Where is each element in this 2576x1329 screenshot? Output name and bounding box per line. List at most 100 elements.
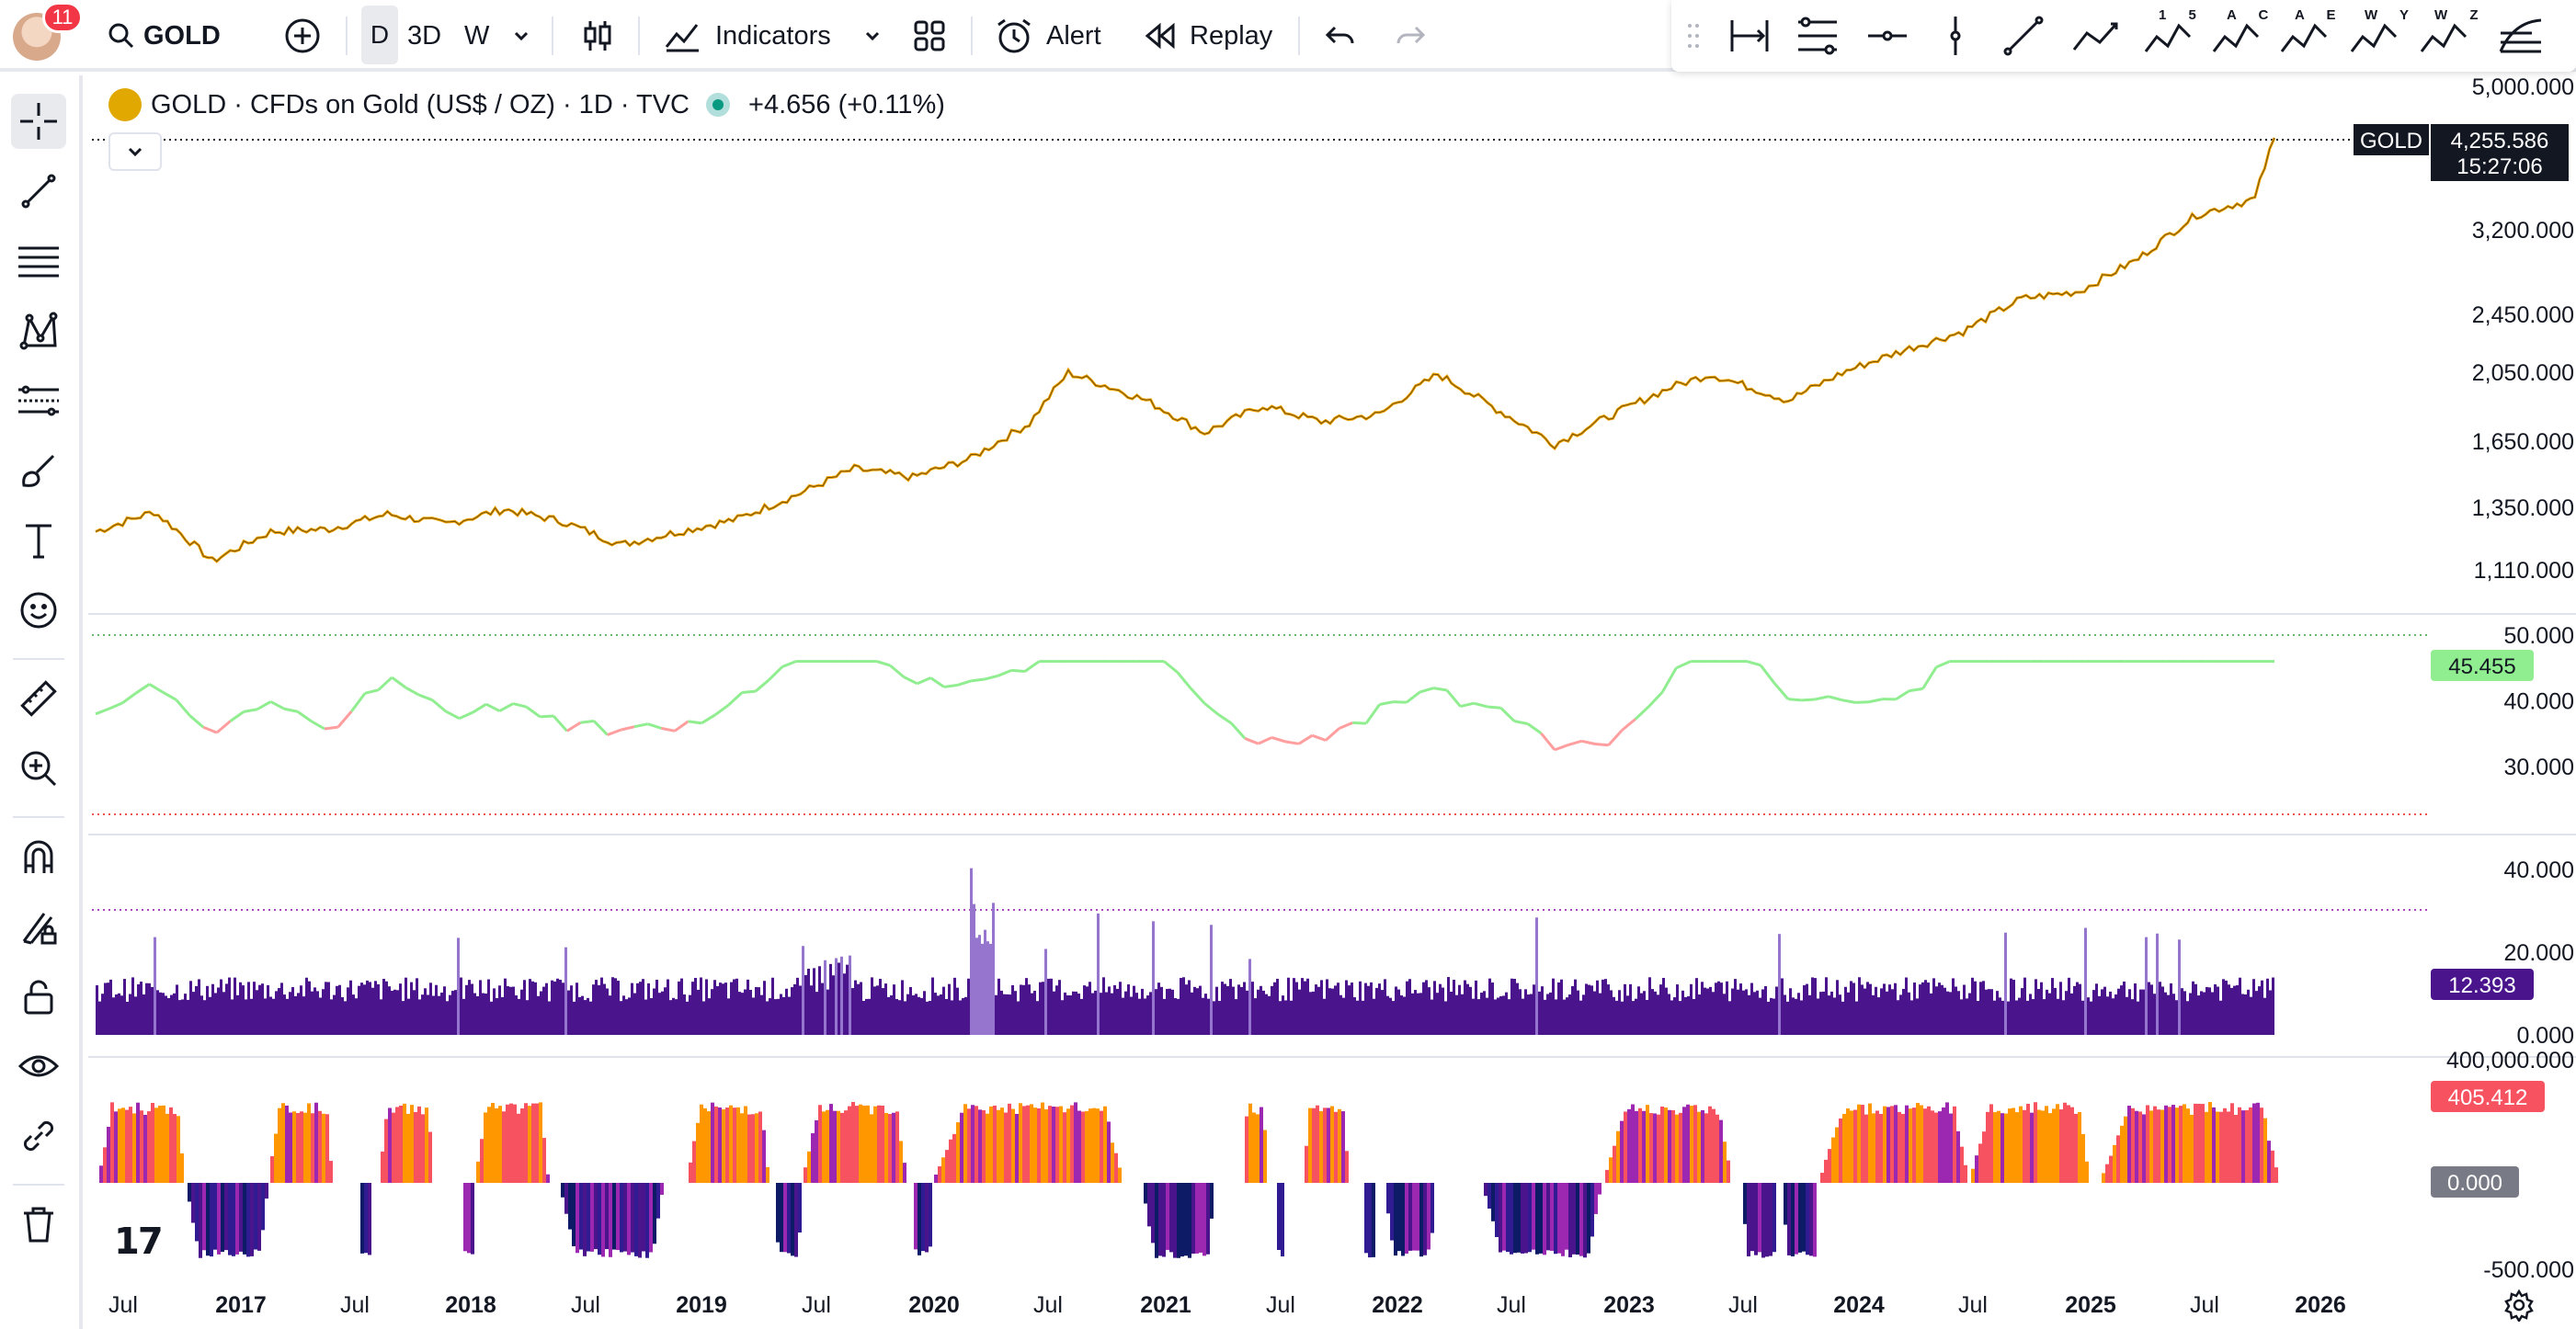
interval-w-button[interactable]: W <box>464 20 490 51</box>
horizontal-ray-icon[interactable] <box>1864 13 1910 59</box>
volatility-bar <box>1985 989 1988 1035</box>
time-axis-month-label: Jul <box>1266 1292 1295 1318</box>
channel-tool[interactable] <box>11 233 66 289</box>
pattern-tool[interactable] <box>11 303 66 358</box>
remove-drawings[interactable] <box>11 1197 66 1252</box>
layouts-button[interactable] <box>912 0 947 72</box>
volatility-bar <box>1091 993 1094 1035</box>
sync-drawings[interactable] <box>11 1108 66 1164</box>
alert-button[interactable]: Alert <box>995 0 1101 72</box>
fib-tool[interactable] <box>11 373 66 428</box>
oscillator-bar <box>620 1183 623 1253</box>
vertical-line-icon[interactable] <box>1932 13 1978 59</box>
oscillator-bar <box>899 1141 903 1183</box>
series-legend[interactable]: GOLD · CFDs on Gold (US$ / OZ) · 1D · TV… <box>108 88 945 121</box>
lock-drawings[interactable] <box>11 969 66 1024</box>
interval-dropdown[interactable] <box>511 0 531 72</box>
volatility-bar <box>738 992 741 1035</box>
abcde-pattern-icon[interactable] <box>2278 13 2330 59</box>
crosshair-icon <box>20 103 57 140</box>
undo-icon <box>1325 26 1354 44</box>
rsi-value-label: 45.455 <box>2448 654 2515 679</box>
market-status-icon[interactable] <box>706 93 731 117</box>
volatility-bar <box>1304 981 1306 1035</box>
oscillator-bar <box>1323 1108 1327 1183</box>
volatility-bar <box>2032 999 2035 1035</box>
crosshair-tool[interactable] <box>11 94 66 149</box>
oscillator-bar <box>1675 1114 1679 1183</box>
oscillator-bar <box>2000 1113 2004 1183</box>
volatility-bar <box>791 987 793 1035</box>
volatility-bar <box>1963 984 1966 1035</box>
brush-tool[interactable] <box>11 443 66 498</box>
oscillator-bar <box>1679 1112 1682 1183</box>
volatility-bar <box>109 979 112 1035</box>
oscillator-bar <box>502 1111 506 1183</box>
volatility-bar <box>873 986 876 1035</box>
compare-add-button[interactable] <box>283 0 322 72</box>
hide-drawings[interactable] <box>11 1039 66 1094</box>
volatility-bar <box>1163 998 1166 1035</box>
indicators-button[interactable]: Indicators <box>664 0 831 72</box>
volatility-bar <box>1138 998 1141 1035</box>
volatility-bar <box>2007 1001 2010 1035</box>
oscillator-bar <box>1100 1110 1103 1183</box>
volatility-bar <box>484 994 487 1035</box>
pitchfork-icon[interactable] <box>2495 13 2547 59</box>
measure-tool[interactable] <box>11 671 66 726</box>
oscillator-bar <box>1772 1183 1776 1253</box>
volatility-bar <box>1295 982 1298 1035</box>
indicators-dropdown[interactable] <box>862 0 883 72</box>
oscillator-bar <box>281 1103 285 1183</box>
volatility-bar <box>1499 995 1502 1035</box>
magnet-tool[interactable] <box>11 829 66 884</box>
volatility-bar <box>2023 977 2026 1035</box>
replay-button[interactable]: Replay <box>1144 0 1272 72</box>
price-axis-label: 1,110.000 <box>2474 558 2574 584</box>
volatility-bar <box>2208 987 2211 1035</box>
volatility-bar <box>1050 978 1053 1035</box>
zoom-tool[interactable] <box>11 741 66 796</box>
redo-button[interactable] <box>1394 0 1427 72</box>
volatility-bar <box>912 994 915 1035</box>
oscillator-bar <box>645 1183 649 1258</box>
interval-3d-button[interactable]: 3D <box>407 20 442 51</box>
interval-d-button[interactable]: D <box>361 6 398 64</box>
icon-tool[interactable] <box>11 583 66 638</box>
volatility-bar <box>771 977 774 1035</box>
fib-retracement-icon[interactable] <box>1795 13 1841 59</box>
oscillator-axis[interactable]: 400,000.000-500.000 <box>2446 1048 2574 1283</box>
drag-handle-icon[interactable] <box>1686 13 1701 59</box>
oscillator-bar <box>963 1104 967 1183</box>
chart-type-button[interactable] <box>581 0 614 72</box>
undo-button[interactable] <box>1324 0 1357 72</box>
oscillator-bar <box>1686 1104 1690 1183</box>
time-axis[interactable]: Jul 2017 Jul 2018 Jul 2019 Jul 2020 Jul 2021 Jul 20… <box>108 1292 2346 1318</box>
volatility-bar <box>1522 998 1524 1035</box>
trend-line-icon[interactable] <box>2000 13 2046 59</box>
volatility-bar <box>796 977 799 1035</box>
oscillator-bar <box>2037 1109 2041 1183</box>
oscillator-bar <box>1502 1183 1506 1251</box>
wxy-pattern-icon[interactable] <box>2348 13 2399 59</box>
date-range-icon[interactable] <box>1727 13 1772 59</box>
oscillator-bar <box>2267 1141 2271 1183</box>
volatility-bar <box>1246 990 1248 1035</box>
xabcd-pattern-icon[interactable] <box>2142 13 2194 59</box>
volatility-bar <box>1251 982 1254 1035</box>
stay-in-drawing-mode[interactable] <box>11 899 66 954</box>
price-axis[interactable]: 5,000.0003,200.0002,450.0002,050.0001,65… <box>2472 74 2574 584</box>
symbol-search[interactable]: GOLD <box>107 0 221 72</box>
wxyxz-pattern-icon[interactable] <box>2418 13 2469 59</box>
volatility-bar <box>1808 994 1811 1035</box>
legend-collapse-button[interactable] <box>108 132 162 171</box>
text-tool[interactable] <box>11 513 66 568</box>
trend-line-tool[interactable] <box>11 164 66 219</box>
chart-settings-button[interactable] <box>2502 1289 2536 1326</box>
abc-pattern-icon[interactable] <box>2210 13 2262 59</box>
path-icon[interactable] <box>2070 13 2126 59</box>
oscillator-bar <box>612 1183 616 1250</box>
